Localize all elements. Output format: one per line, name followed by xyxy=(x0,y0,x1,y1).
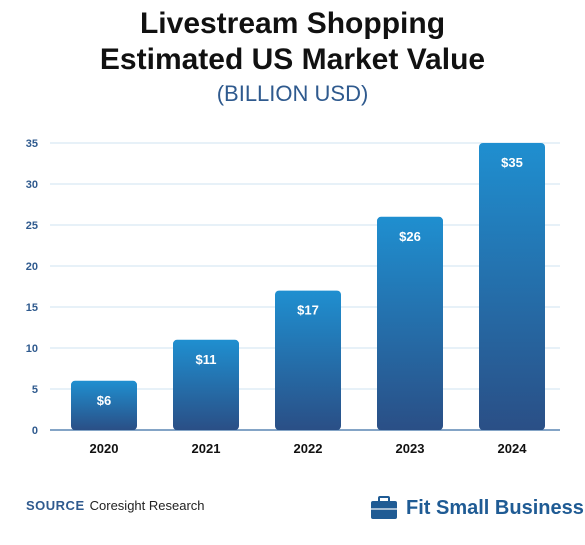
data-label: $6 xyxy=(97,393,111,408)
data-label: $17 xyxy=(297,303,319,318)
y-tick-label: 15 xyxy=(26,302,38,314)
bar-2021 xyxy=(173,339,239,430)
x-tick-label: 2022 xyxy=(294,441,323,456)
source-text: Coresight Research xyxy=(89,498,205,513)
y-tick-label: 0 xyxy=(32,425,38,437)
y-tick-label: 25 xyxy=(26,220,38,232)
data-label: $11 xyxy=(196,352,217,367)
source-note: SOURCE Coresight Research xyxy=(26,498,205,513)
x-tick-label: 2020 xyxy=(90,441,119,456)
bar-2023 xyxy=(377,216,443,430)
briefcase-icon xyxy=(371,496,397,519)
bar-2020 xyxy=(71,380,137,430)
x-tick-label: 2024 xyxy=(498,441,528,456)
y-tick-label: 30 xyxy=(26,179,38,191)
chart-title-line2: Estimated US Market Value xyxy=(99,43,486,76)
y-tick-label: 10 xyxy=(26,343,38,355)
x-tick-label: 2021 xyxy=(192,441,221,456)
bar-chart: 0 5 10 15 20 25 30 35 $6 $11 $17 $26 $35 2020 2021 20… xyxy=(26,138,560,456)
brand-name: Fit Small Business xyxy=(406,496,584,519)
y-tick-label: 5 xyxy=(32,384,38,396)
bar-2024 xyxy=(479,143,545,430)
chart-subtitle: (BILLION USD) xyxy=(216,81,369,106)
bar-2022 xyxy=(275,290,341,430)
x-tick-label: 2023 xyxy=(396,441,425,456)
brand-logo: Fit Small Business xyxy=(370,493,584,523)
y-tick-label: 20 xyxy=(26,261,38,273)
chart-title: Livestream Shopping xyxy=(139,7,446,40)
data-label: $26 xyxy=(399,229,421,244)
y-tick-label: 35 xyxy=(26,138,38,150)
data-label: $35 xyxy=(501,155,523,170)
source-label: SOURCE xyxy=(26,498,85,513)
